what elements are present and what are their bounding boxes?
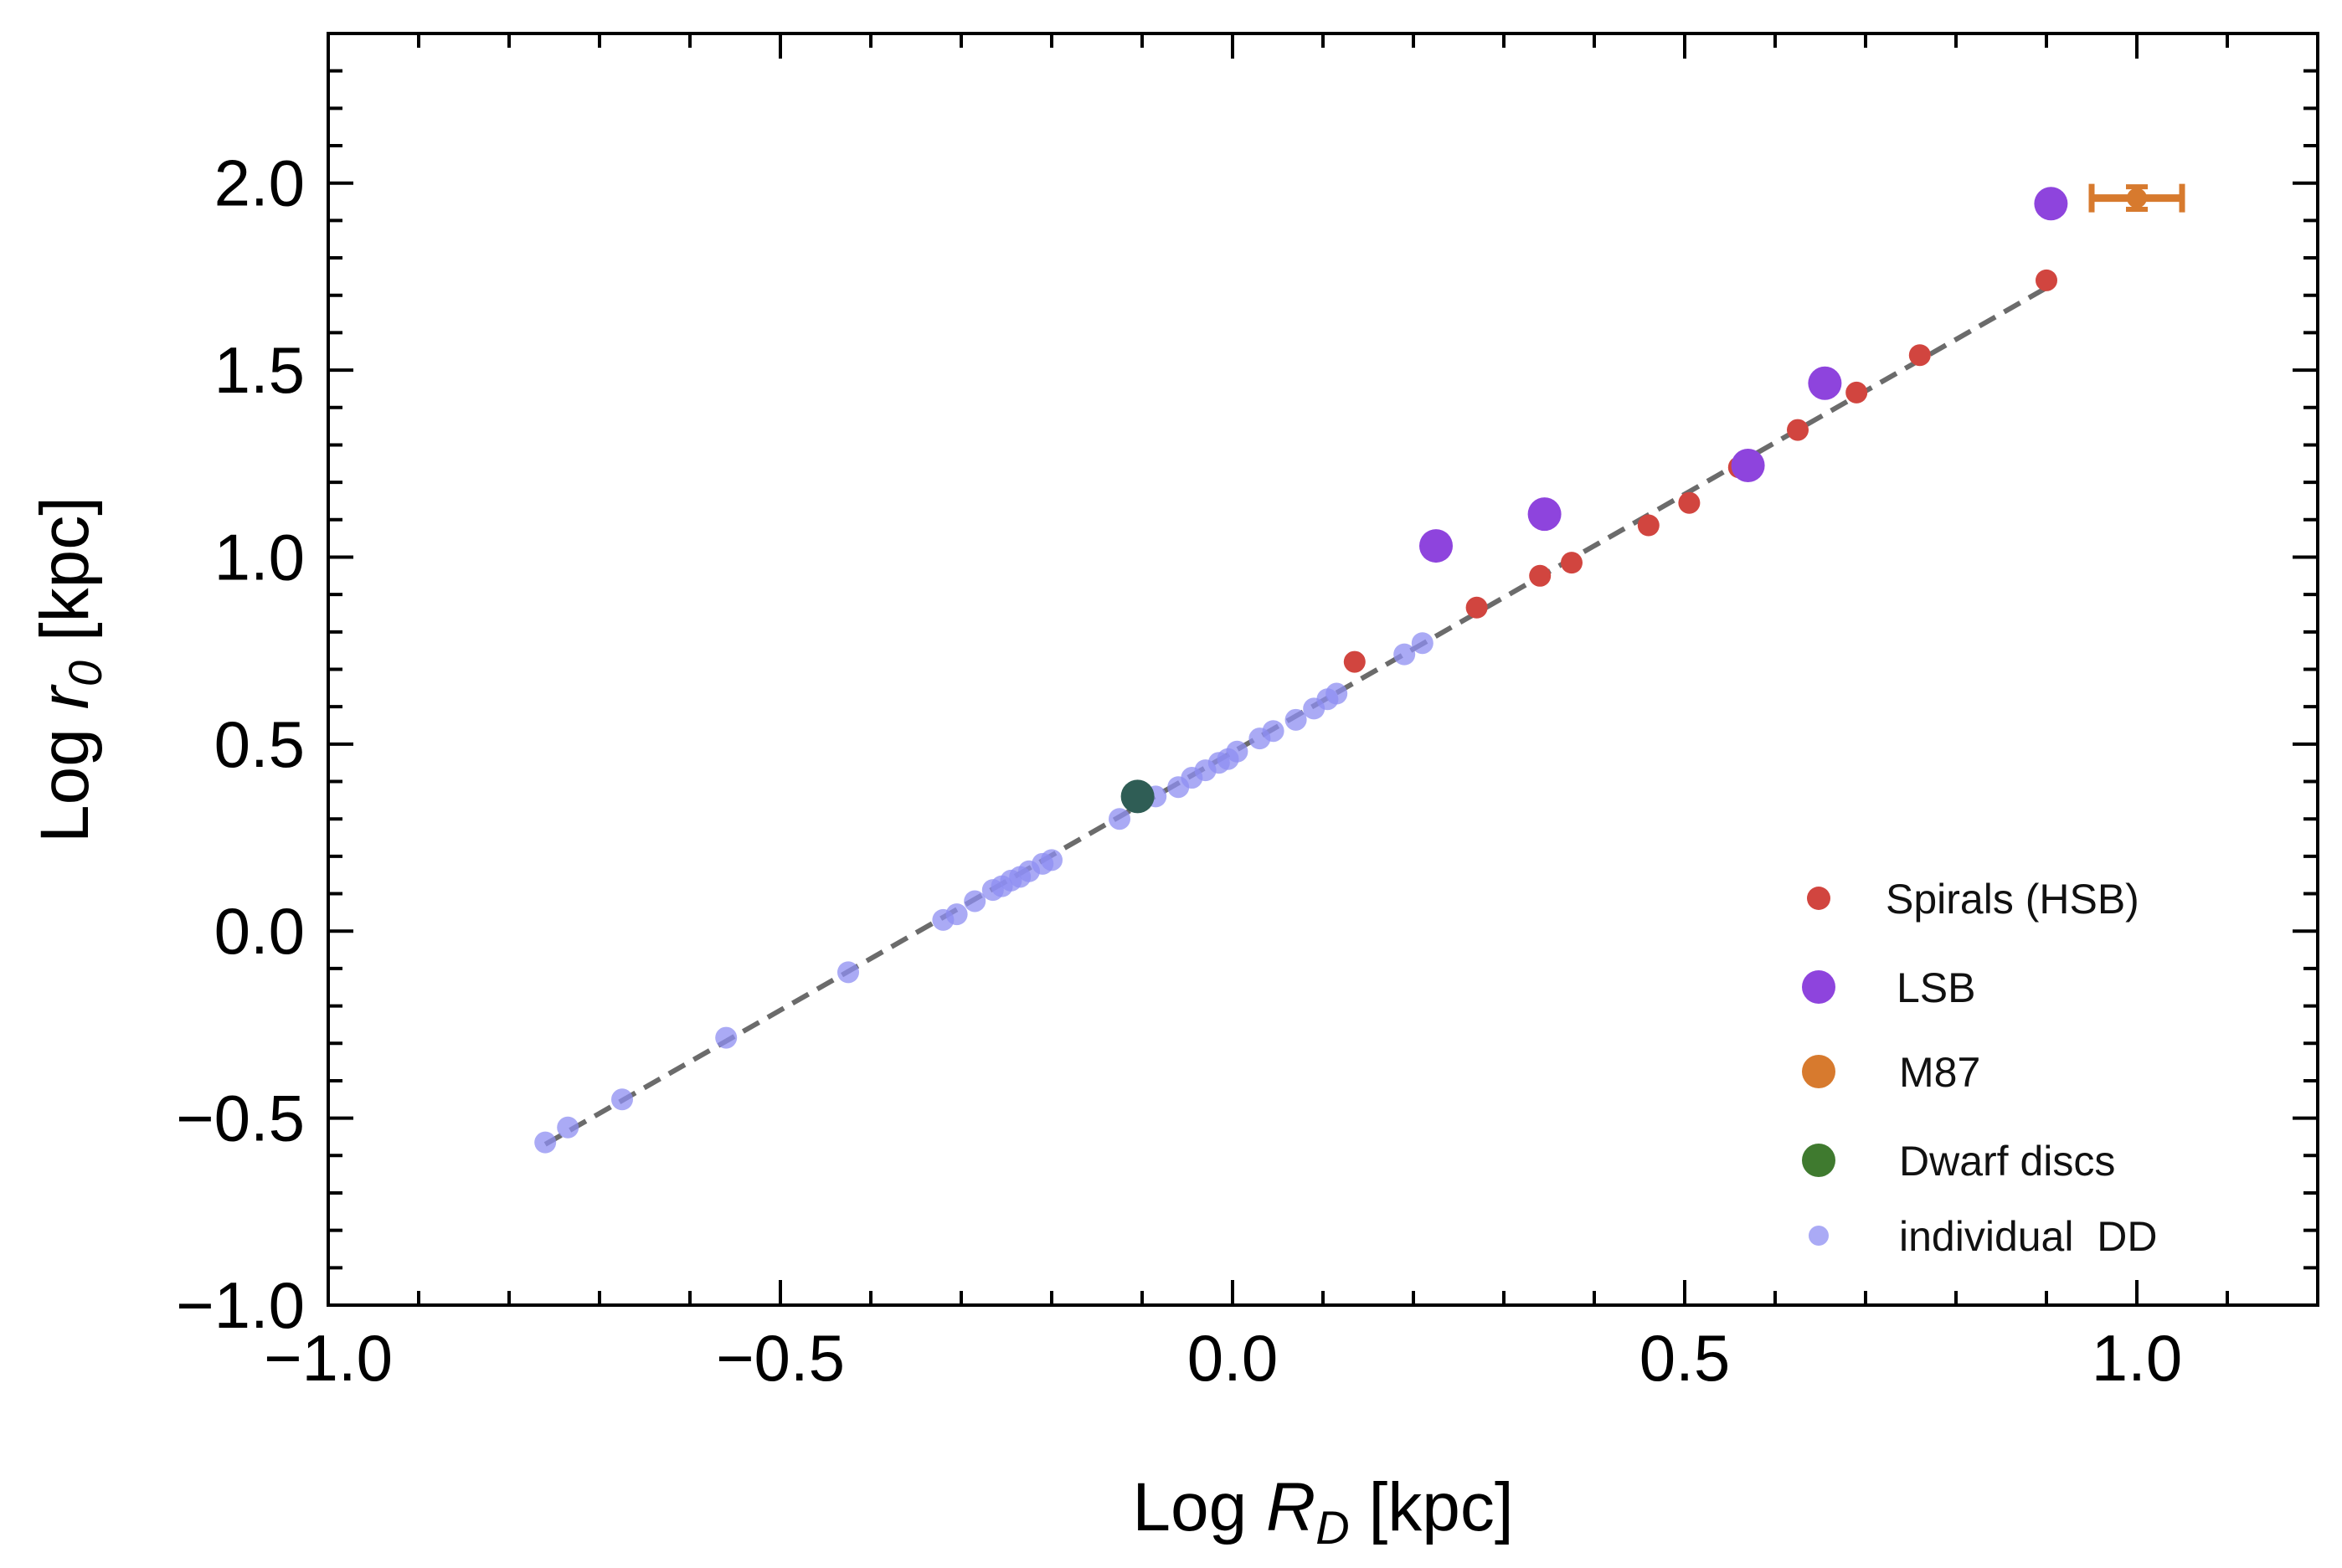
point-individual-dd xyxy=(964,890,986,913)
series-lsb xyxy=(1419,187,2068,563)
y-tick-label: 1.5 xyxy=(214,333,305,407)
point-spirals-hsb xyxy=(1561,552,1583,574)
series-dwarf-discs xyxy=(1120,779,1155,814)
point-spirals-hsb xyxy=(2036,269,2057,291)
legend-label-individual-dd: individual DD xyxy=(1899,1213,2157,1260)
y-tick-label: −1.0 xyxy=(176,1268,305,1342)
point-spirals-hsb xyxy=(1908,344,1931,367)
point-individual-dd xyxy=(1284,708,1307,731)
series-m87 xyxy=(2088,183,2185,213)
x-tick-label: 0.5 xyxy=(1639,1321,1730,1395)
point-spirals-hsb xyxy=(1678,491,1701,514)
point-m87 xyxy=(2127,188,2147,208)
x-axis-title: Log RD [kpc] xyxy=(1132,1469,1513,1554)
legend-label-lsb: LSB xyxy=(1897,964,1976,1011)
point-individual-dd xyxy=(534,1131,557,1154)
series-spirals-hsb xyxy=(1343,269,2057,673)
legend-label-m87: M87 xyxy=(1899,1049,1980,1096)
y-tick-label: 1.0 xyxy=(214,520,305,594)
x-tick-label: 0.0 xyxy=(1187,1321,1278,1395)
point-individual-dd xyxy=(557,1116,579,1139)
point-lsb xyxy=(1731,449,1765,483)
point-individual-dd xyxy=(1411,632,1434,655)
point-lsb xyxy=(1808,366,1842,400)
x-tick-label: 1.0 xyxy=(2092,1321,2182,1395)
legend-marker-dwarf-discs xyxy=(1802,1144,1835,1177)
point-individual-dd xyxy=(1393,643,1416,666)
legend-label-dwarf-discs: Dwarf discs xyxy=(1899,1138,2115,1185)
point-spirals-hsb xyxy=(1529,564,1552,587)
legend-marker-spirals-hsb xyxy=(1807,887,1830,910)
point-individual-dd xyxy=(945,903,968,926)
y-axis-title: Log r0 [kpc] xyxy=(27,496,111,843)
point-spirals-hsb xyxy=(1845,381,1868,404)
legend-marker-individual-dd xyxy=(1809,1226,1829,1246)
legend-marker-lsb xyxy=(1802,970,1835,1004)
point-lsb xyxy=(1419,529,1453,563)
y-tick-label: −0.5 xyxy=(176,1082,305,1155)
point-spirals-hsb xyxy=(1343,650,1366,673)
y-tick-label: 2.0 xyxy=(214,147,305,220)
legend-marker-m87 xyxy=(1802,1055,1835,1088)
point-lsb xyxy=(1527,497,1562,532)
point-spirals-hsb xyxy=(1787,419,1809,441)
point-individual-dd xyxy=(1041,849,1063,871)
point-individual-dd xyxy=(1325,682,1348,705)
point-spirals-hsb xyxy=(1637,514,1660,537)
axis-ticks: −1.0 −0.5 0.0 0.5 1.0 −1.0 −0.5 0.0 0.5 1.0 1.5 2.0 xyxy=(176,32,2319,1395)
point-individual-dd xyxy=(1262,720,1284,743)
point-individual-dd xyxy=(837,961,859,984)
y-tick-label: 0.5 xyxy=(214,707,305,781)
point-individual-dd xyxy=(1109,808,1130,830)
x-tick-label: −1.0 xyxy=(264,1321,393,1395)
series-individual-dd xyxy=(534,632,1434,1154)
point-individual-dd xyxy=(715,1026,738,1049)
legend-label-spirals-hsb: Spirals (HSB) xyxy=(1886,876,2139,923)
y-tick-label: 0.0 xyxy=(214,894,305,968)
point-individual-dd xyxy=(611,1088,633,1111)
x-tick-label: −0.5 xyxy=(716,1321,845,1395)
data-points-layer xyxy=(534,183,2185,1154)
plot-frame xyxy=(327,32,2319,1307)
point-dwarf-discs xyxy=(1120,779,1155,814)
legend: Spirals (HSB) LSB M87 Dwarf discs individual… xyxy=(1802,876,2157,1260)
point-spirals-hsb xyxy=(1465,596,1488,619)
point-individual-dd xyxy=(1226,740,1248,763)
point-lsb xyxy=(2034,187,2068,221)
